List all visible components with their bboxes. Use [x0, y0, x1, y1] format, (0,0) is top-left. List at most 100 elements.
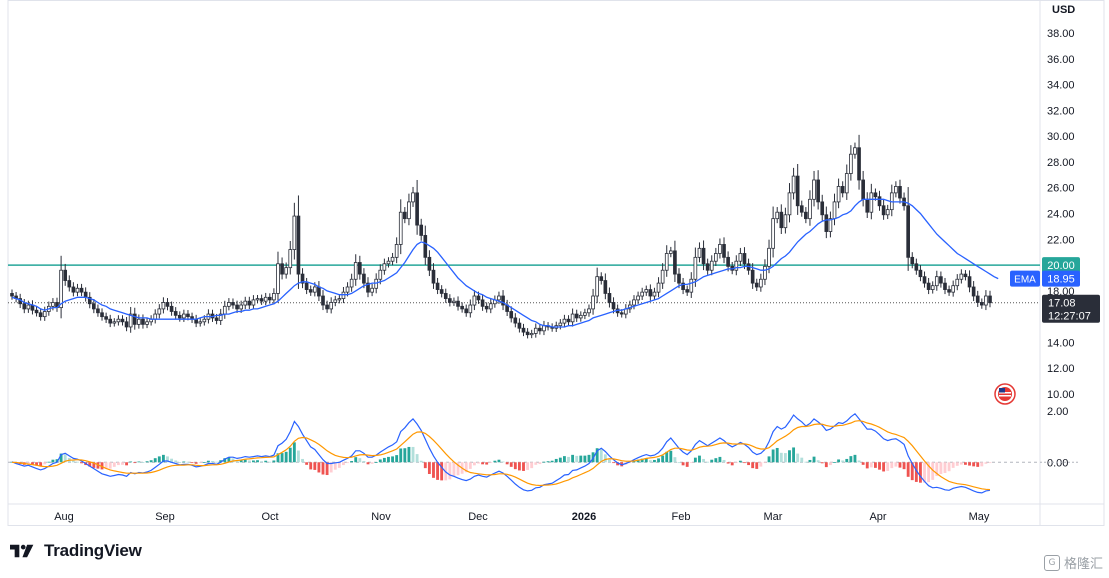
- us-flag-icon[interactable]: [994, 383, 1016, 405]
- candle[interactable]: [623, 304, 628, 319]
- candle[interactable]: [783, 207, 788, 234]
- candle[interactable]: [161, 297, 166, 314]
- candle[interactable]: [419, 218, 424, 241]
- candle[interactable]: [640, 287, 645, 301]
- candle[interactable]: [370, 283, 374, 297]
- candle[interactable]: [276, 251, 280, 303]
- candle[interactable]: [92, 298, 96, 314]
- candle[interactable]: [141, 314, 145, 329]
- candle[interactable]: [255, 294, 260, 304]
- candle[interactable]: [918, 265, 923, 282]
- candle[interactable]: [280, 257, 284, 280]
- candle[interactable]: [488, 298, 493, 314]
- candle[interactable]: [460, 302, 464, 313]
- candle[interactable]: [124, 317, 129, 332]
- candle[interactable]: [677, 268, 681, 289]
- candle[interactable]: [10, 289, 14, 300]
- candle[interactable]: [795, 163, 800, 215]
- candle[interactable]: [603, 273, 608, 300]
- candle[interactable]: [190, 312, 194, 323]
- candle[interactable]: [382, 258, 387, 275]
- candle[interactable]: [951, 280, 955, 297]
- candle[interactable]: [947, 285, 951, 296]
- tradingview-brand[interactable]: TradingView: [10, 541, 142, 561]
- candle[interactable]: [67, 275, 72, 292]
- candle[interactable]: [857, 134, 861, 190]
- candle[interactable]: [411, 186, 415, 207]
- candle[interactable]: [157, 304, 162, 319]
- candle[interactable]: [182, 309, 186, 322]
- candle[interactable]: [648, 284, 653, 301]
- candle[interactable]: [607, 287, 612, 308]
- candle[interactable]: [394, 237, 399, 264]
- candle[interactable]: [808, 190, 812, 226]
- candle[interactable]: [501, 290, 505, 311]
- candle[interactable]: [934, 270, 939, 291]
- candle[interactable]: [787, 183, 792, 223]
- candle[interactable]: [529, 329, 534, 339]
- candle[interactable]: [906, 187, 910, 271]
- candle[interactable]: [403, 207, 407, 224]
- candle[interactable]: [988, 290, 992, 308]
- candle[interactable]: [100, 308, 104, 321]
- candle[interactable]: [849, 145, 853, 181]
- candle[interactable]: [599, 272, 604, 285]
- candle[interactable]: [83, 287, 88, 302]
- candle[interactable]: [353, 254, 358, 286]
- candle[interactable]: [128, 306, 133, 333]
- candle[interactable]: [386, 257, 391, 268]
- candle[interactable]: [885, 204, 890, 220]
- candle[interactable]: [570, 308, 575, 327]
- candle[interactable]: [656, 277, 661, 298]
- candle[interactable]: [484, 302, 489, 313]
- candle[interactable]: [910, 252, 915, 269]
- candle[interactable]: [87, 292, 92, 309]
- candle[interactable]: [194, 314, 198, 328]
- candle[interactable]: [333, 295, 338, 307]
- candle[interactable]: [775, 207, 780, 224]
- candle[interactable]: [926, 277, 931, 295]
- candle[interactable]: [71, 282, 76, 297]
- candle[interactable]: [317, 281, 321, 302]
- macd-signal-line[interactable]: [11, 420, 991, 491]
- candle[interactable]: [448, 294, 452, 307]
- candle[interactable]: [685, 285, 690, 296]
- candle[interactable]: [435, 277, 440, 295]
- candle[interactable]: [714, 247, 718, 266]
- candle[interactable]: [587, 304, 591, 317]
- candle[interactable]: [30, 300, 35, 315]
- candle[interactable]: [734, 255, 739, 276]
- candle[interactable]: [120, 315, 125, 326]
- candle[interactable]: [267, 293, 272, 304]
- candle[interactable]: [542, 320, 546, 336]
- candle[interactable]: [243, 296, 248, 310]
- candle[interactable]: [108, 314, 113, 328]
- candle[interactable]: [116, 315, 121, 326]
- candle[interactable]: [844, 164, 849, 200]
- candle[interactable]: [55, 297, 59, 312]
- candle[interactable]: [366, 277, 370, 298]
- candle[interactable]: [337, 294, 342, 304]
- candle[interactable]: [292, 202, 297, 260]
- candle[interactable]: [439, 285, 444, 298]
- candle[interactable]: [415, 179, 419, 235]
- candle[interactable]: [636, 291, 640, 304]
- candle[interactable]: [914, 258, 919, 275]
- candle[interactable]: [137, 314, 141, 329]
- candle[interactable]: [398, 199, 403, 255]
- candle[interactable]: [51, 298, 55, 311]
- candle[interactable]: [861, 170, 865, 207]
- candle[interactable]: [423, 225, 428, 265]
- candle[interactable]: [251, 295, 256, 310]
- candle[interactable]: [427, 250, 432, 277]
- candle[interactable]: [443, 288, 448, 303]
- candle[interactable]: [804, 207, 808, 224]
- candle[interactable]: [177, 311, 182, 322]
- candle[interactable]: [816, 170, 820, 210]
- candle[interactable]: [701, 240, 706, 271]
- candle[interactable]: [930, 281, 935, 294]
- candle[interactable]: [836, 178, 841, 209]
- candle[interactable]: [378, 264, 383, 285]
- candle[interactable]: [431, 263, 436, 289]
